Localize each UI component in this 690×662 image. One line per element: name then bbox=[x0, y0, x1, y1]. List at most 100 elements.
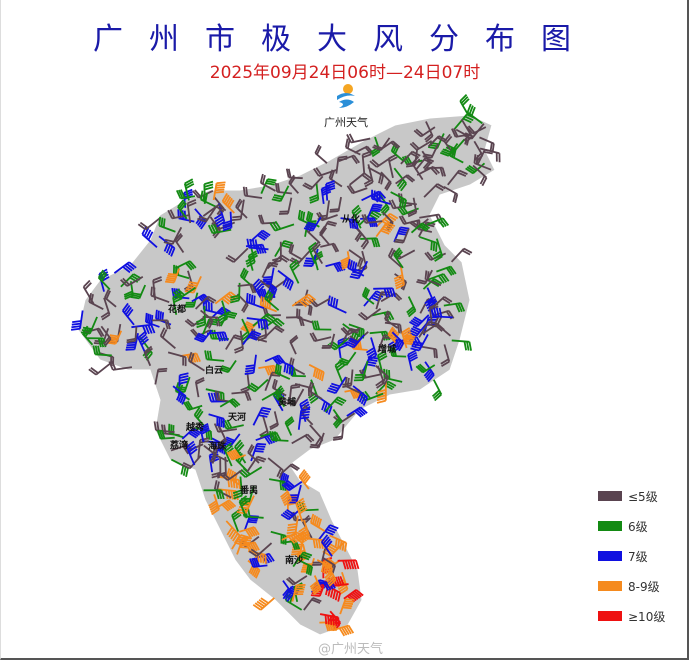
wind-barb bbox=[308, 363, 325, 382]
wind-barb bbox=[261, 390, 284, 402]
district-label: 白云 bbox=[205, 364, 223, 376]
wind-barb bbox=[321, 333, 336, 349]
wind-barb bbox=[426, 166, 447, 177]
wind-barb bbox=[351, 204, 362, 229]
wind-barb bbox=[400, 150, 421, 165]
wind-barb bbox=[108, 360, 133, 371]
wind-barb bbox=[436, 265, 457, 276]
wind-barb bbox=[391, 331, 405, 352]
wind-barb bbox=[289, 334, 299, 355]
wind-barb bbox=[208, 413, 225, 428]
wind-barb bbox=[465, 162, 486, 175]
wind-barb bbox=[278, 197, 293, 215]
wind-barb bbox=[479, 136, 495, 153]
wind-barb bbox=[349, 172, 372, 186]
wind-barb bbox=[430, 296, 453, 310]
wind-barb bbox=[317, 524, 339, 541]
wind-barb bbox=[295, 308, 313, 324]
wind-barb bbox=[335, 155, 348, 174]
wind-barb bbox=[320, 242, 340, 253]
wind-barb bbox=[302, 175, 324, 191]
wind-barb bbox=[178, 372, 189, 396]
wind-barb bbox=[303, 597, 322, 611]
wind-barb bbox=[226, 449, 246, 461]
wind-barb bbox=[361, 213, 383, 224]
wind-barb bbox=[288, 174, 300, 194]
wind-barb bbox=[286, 575, 308, 586]
wind-barb bbox=[375, 365, 390, 386]
wind-barb bbox=[288, 243, 303, 261]
wind-barb bbox=[235, 198, 248, 219]
legend-label: 6级 bbox=[628, 519, 648, 534]
wind-barb bbox=[307, 381, 323, 400]
wind-barb bbox=[297, 408, 311, 430]
wind-barb bbox=[384, 310, 399, 329]
wind-barb bbox=[380, 171, 392, 191]
wind-barb bbox=[225, 334, 244, 350]
wind-barb bbox=[319, 613, 340, 627]
wind-barb bbox=[185, 440, 198, 466]
wind-barb bbox=[126, 326, 138, 344]
wind-barb bbox=[269, 220, 295, 232]
wind-barb bbox=[215, 499, 237, 512]
wind-barb bbox=[221, 193, 235, 214]
wind-barb bbox=[329, 196, 342, 213]
wind-barb bbox=[324, 565, 337, 587]
wind-barb bbox=[187, 351, 205, 372]
wind-barb bbox=[291, 584, 306, 602]
wind-barb bbox=[407, 197, 418, 218]
wind-barb bbox=[329, 534, 348, 552]
wind-barb bbox=[286, 515, 299, 537]
wind-barb bbox=[395, 174, 416, 185]
legend-swatch bbox=[598, 551, 622, 561]
wind-barb bbox=[238, 495, 250, 519]
wind-barb bbox=[194, 376, 205, 398]
wind-barb bbox=[271, 185, 290, 203]
wind-barb bbox=[252, 597, 275, 611]
wind-barb bbox=[343, 589, 364, 603]
wind-barb bbox=[419, 236, 438, 252]
wind-barb bbox=[212, 181, 226, 201]
wind-barb bbox=[393, 167, 407, 192]
wind-barb bbox=[247, 444, 260, 464]
legend-item: 8-9级 bbox=[598, 571, 665, 601]
wind-barb bbox=[232, 476, 243, 500]
wind-barb bbox=[298, 559, 314, 576]
wind-barb bbox=[150, 286, 170, 304]
wind-barb bbox=[130, 284, 147, 300]
wind-barb bbox=[269, 411, 279, 431]
wind-barb bbox=[151, 319, 171, 330]
wind-barb bbox=[345, 334, 365, 349]
wind-barb bbox=[225, 520, 241, 544]
wind-barb bbox=[347, 259, 365, 277]
logo-text: 广州天气 bbox=[324, 116, 368, 129]
district-label: 海珠 bbox=[208, 440, 227, 452]
wind-barb bbox=[175, 189, 196, 200]
wind-barb bbox=[221, 419, 244, 430]
wind-barb bbox=[410, 222, 431, 234]
district-label: 增城 bbox=[378, 343, 396, 355]
wind-barb bbox=[204, 350, 225, 362]
wind-barb bbox=[245, 243, 267, 255]
wind-barb bbox=[137, 216, 161, 231]
wind-barb bbox=[121, 302, 135, 326]
wind-barb bbox=[172, 286, 197, 299]
wind-barb bbox=[420, 345, 438, 359]
wind-barb bbox=[316, 211, 338, 222]
wind-barb bbox=[181, 427, 202, 440]
wind-barb bbox=[344, 138, 361, 156]
weather-logo-icon bbox=[337, 84, 355, 108]
wind-barb bbox=[237, 283, 257, 294]
wind-barb bbox=[440, 143, 459, 157]
wind-barb bbox=[174, 260, 197, 271]
wind-barb bbox=[447, 169, 468, 186]
wind-barb bbox=[325, 261, 346, 273]
wind-barb bbox=[200, 309, 214, 329]
wind-barb bbox=[401, 327, 413, 349]
map-subtitle: 2025年09月24日06时—24日07时 bbox=[209, 63, 481, 83]
wind-barb bbox=[309, 432, 325, 449]
wind-barb bbox=[426, 217, 450, 228]
wind-barb bbox=[298, 469, 311, 490]
wind-barb bbox=[211, 457, 222, 479]
